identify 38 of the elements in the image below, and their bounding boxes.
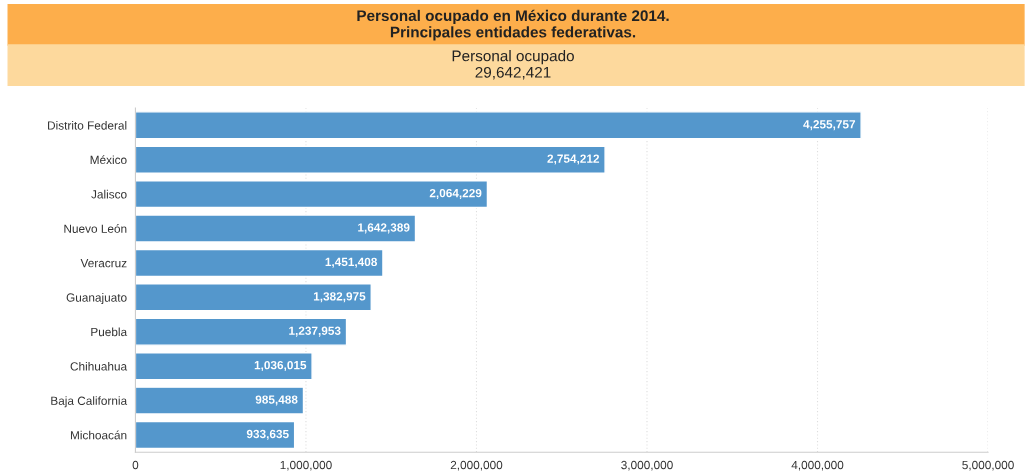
x-tick-label: 0	[132, 460, 139, 470]
data-label: 2,754,212	[547, 154, 600, 165]
data-label: 1,642,389	[358, 223, 410, 234]
y-tick-label: Puebla	[91, 327, 128, 337]
x-tick-label: 2,000,000	[450, 460, 503, 471]
bar	[135, 283, 372, 312]
bar	[135, 420, 296, 450]
bar	[135, 111, 862, 140]
data-label: 933,635	[246, 429, 289, 440]
y-tick-label: Baja California	[51, 396, 128, 408]
y-tick-label: Michoacán	[70, 430, 127, 440]
y-tick-label: Chihuahua	[70, 361, 128, 371]
data-label: 4,255,757	[803, 120, 856, 131]
data-label: 2,064,229	[429, 188, 482, 199]
y-tick-label: Nuevo León	[64, 224, 127, 233]
y-tick-label: Distrito Federal	[48, 121, 127, 130]
x-tick-label: 4,000,000	[791, 460, 844, 471]
chart-subtitle: Personal ocupado 29,642,421	[452, 50, 574, 80]
data-label: 985,488	[255, 395, 298, 406]
bar	[135, 248, 384, 278]
bar	[135, 386, 305, 415]
data-label: 1,036,015	[254, 360, 307, 372]
chart-title: Personal ocupado en México durante 2014. Principales entidades federativas.	[357, 9, 669, 41]
x-tick-label: 3,000,000	[621, 460, 673, 471]
data-label: 1,237,953	[289, 326, 341, 337]
y-tick-label: Jalisco	[91, 189, 127, 199]
bar	[135, 317, 348, 346]
y-tick-label: Guanajuato	[66, 293, 127, 305]
x-tick-label: 1,000,000	[280, 460, 332, 471]
x-tick-label: 5,000,000	[962, 460, 1014, 471]
y-tick-label: México	[90, 155, 127, 165]
data-label: 1,451,408	[325, 257, 378, 268]
data-label: 1,382,975	[313, 292, 366, 303]
bar	[135, 352, 313, 381]
y-tick-label: Veracruz	[80, 259, 127, 268]
bar	[135, 179, 489, 209]
bar	[135, 145, 606, 174]
bar	[135, 214, 417, 243]
